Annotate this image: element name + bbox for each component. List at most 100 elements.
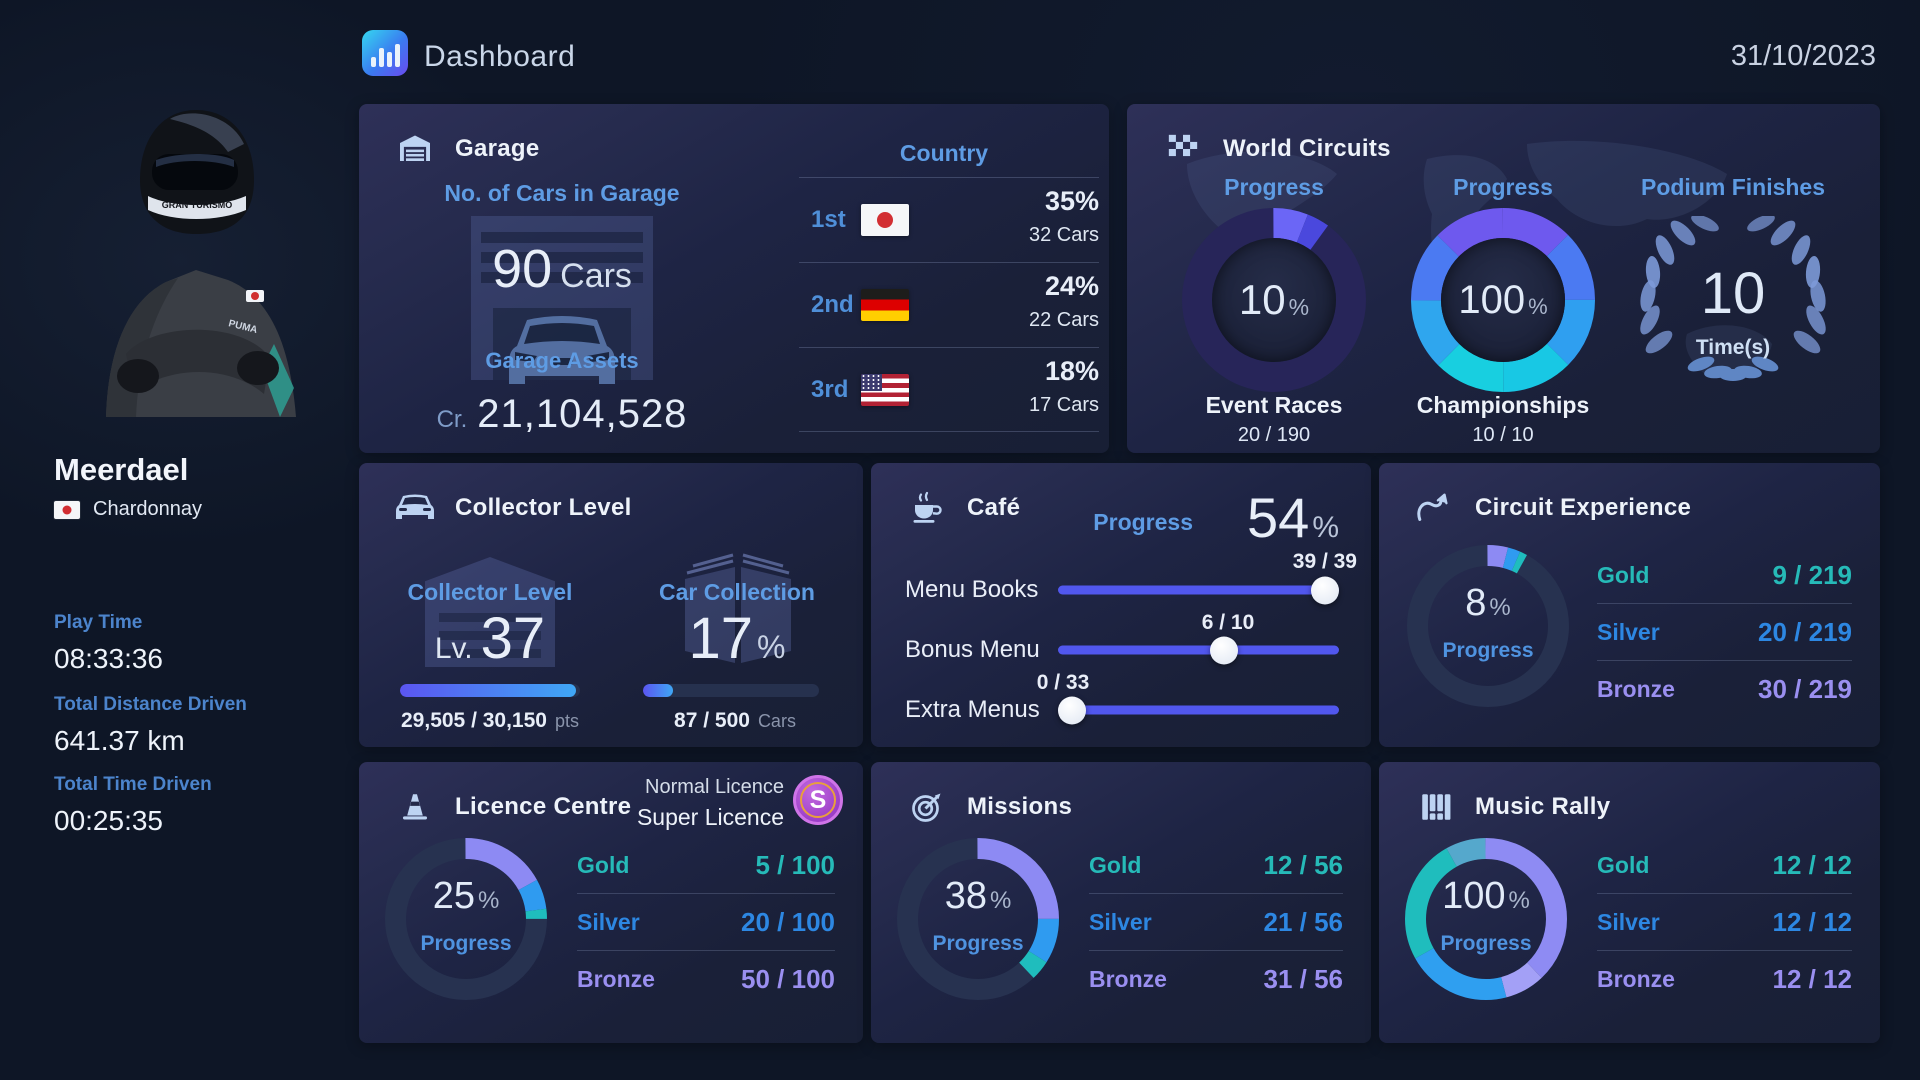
menu-books-slider[interactable] xyxy=(1058,576,1339,604)
player-avatar: GRAN TURISMO PUMA xyxy=(106,110,296,417)
player-country: Chardonnay xyxy=(54,498,202,521)
gold-row: Gold 9 / 219 xyxy=(1597,559,1852,590)
missions-progress-label: Progress xyxy=(932,932,1024,955)
credits-prefix: Cr. xyxy=(436,406,468,433)
cafe-progress-percent: 54% xyxy=(1247,486,1339,549)
event-races-percent: 10 xyxy=(1238,276,1286,323)
coffee-cup-icon xyxy=(907,488,947,528)
licence-percent: 25% xyxy=(432,875,500,917)
extra-menus-label: Extra Menus xyxy=(905,696,1040,723)
collector-level-card: Collector Level Collector Level Lv. 37 29… xyxy=(359,463,863,747)
car-collection-label: Car Collection xyxy=(659,579,815,605)
championships-progress-label: Progress xyxy=(1453,174,1553,200)
normal-licence-label: Normal Licence xyxy=(645,776,784,798)
collector-level-title: Collector Level xyxy=(455,494,632,521)
music-rally-title: Music Rally xyxy=(1475,793,1611,820)
event-races-donut-center xyxy=(1212,238,1336,362)
laurel-wreath-icon xyxy=(1640,216,1826,381)
checkered-flag-icon xyxy=(1163,129,1203,169)
licence-progress-label: Progress xyxy=(420,932,512,955)
garage-door-graphic: Garage Assets xyxy=(485,308,639,384)
current-date: 31/10/2023 xyxy=(1730,40,1876,72)
dashboard-app-icon xyxy=(362,30,408,76)
missions-donut xyxy=(897,838,1059,1005)
licence-centre-title: Licence Centre xyxy=(455,793,632,820)
silver-row: Silver 20 / 100 xyxy=(577,906,835,937)
super-licence-label: Super Licence xyxy=(636,804,784,830)
missions-card: Missions 38% Progress Gold 12 / 56 Silver… xyxy=(871,762,1371,1043)
country-row-3: 3rd 18% 17 Cars xyxy=(811,356,1099,416)
page-title: Dashboard xyxy=(424,40,576,73)
podium-finishes-count: 10 xyxy=(1700,261,1766,326)
cafe-progress-label: Progress xyxy=(1093,509,1193,535)
stat-total-distance: Total Distance Driven 641.37 km xyxy=(54,694,247,756)
championships-donut-center xyxy=(1441,238,1565,362)
missions-medal-table: Gold 12 / 56 Silver 21 / 56 Bronze 31 / 56 xyxy=(1089,837,1343,1007)
country-row-2: 2nd 24% 22 Cars xyxy=(811,271,1099,331)
garage-graphic: 90 Cars Garage Assets xyxy=(471,216,653,384)
podium-finishes-label: Podium Finishes xyxy=(1640,174,1826,200)
garage-assets-label: Garage Assets xyxy=(485,348,639,373)
menu-books-ratio: 39 / 39 xyxy=(1292,550,1357,573)
garage-card: Garage No. of Cars in Garage 90 Cars Gara… xyxy=(359,104,1109,453)
collector-house-graphic xyxy=(425,557,555,667)
bonus-menu-ratio: 6 / 10 xyxy=(1201,611,1255,634)
gold-row: Gold 12 / 12 xyxy=(1597,849,1852,880)
music-rally-donut xyxy=(1405,838,1567,1005)
circuit-experience-progress-label: Progress xyxy=(1442,639,1534,662)
menu-books-slider-knob[interactable] xyxy=(1311,576,1339,604)
garage-credits: Cr. 21,104,528 xyxy=(362,392,762,437)
collector-level-progressbar xyxy=(400,684,580,697)
car-collection-value: 17% xyxy=(688,606,786,671)
music-rally-progress-label: Progress xyxy=(1440,932,1532,955)
player-name: Meerdael xyxy=(54,452,189,487)
car-collection-progressbar xyxy=(643,684,819,697)
garage-icon xyxy=(395,129,435,169)
gold-row: Gold 5 / 100 xyxy=(577,849,835,880)
circuit-experience-title: Circuit Experience xyxy=(1475,494,1692,521)
car-collection-book-graphic xyxy=(685,553,791,663)
event-races-ratio: 20 / 190 xyxy=(1237,424,1311,446)
bonus-menu-slider[interactable] xyxy=(1058,636,1339,664)
germany-flag-icon xyxy=(861,289,909,321)
circuit-experience-donut xyxy=(1407,545,1569,712)
car-collection-count: 87 / 500 Cars xyxy=(674,709,796,732)
cars-in-garage-label: No. of Cars in Garage xyxy=(444,180,680,206)
extra-menus-slider-knob[interactable] xyxy=(1058,696,1086,724)
japan-flag-icon xyxy=(54,500,80,519)
svg-text:GRAN TURISMO: GRAN TURISMO xyxy=(162,200,233,210)
collector-level-points: 29,505 / 30,150 pts xyxy=(401,709,579,732)
silver-row: Silver 12 / 12 xyxy=(1597,906,1852,937)
silver-row: Silver 21 / 56 xyxy=(1089,906,1343,937)
circuit-experience-percent: 8% xyxy=(1465,582,1511,624)
cafe-card: Café Progress 54% 39 / 39 Menu Books 6 /… xyxy=(871,463,1371,747)
world-circuits-title: World Circuits xyxy=(1223,135,1391,162)
country-header: Country xyxy=(899,140,989,166)
car-silhouette-icon xyxy=(509,316,615,384)
collector-level-value: Lv. 37 xyxy=(434,606,546,671)
car-icon xyxy=(395,488,435,528)
country-row-1: 1st 35% 32 Cars xyxy=(811,186,1099,246)
world-circuits-card: World Circuits Progress Progress Podium … xyxy=(1127,104,1880,453)
bronze-row: Bronze 31 / 56 xyxy=(1089,963,1343,994)
bronze-row: Bronze 50 / 100 xyxy=(577,963,835,994)
stat-total-time-driven: Total Time Driven 00:25:35 xyxy=(54,774,212,836)
japan-flag-icon xyxy=(861,204,909,236)
menu-books-label: Menu Books xyxy=(905,576,1039,603)
missions-percent: 38% xyxy=(944,875,1012,917)
missions-title: Missions xyxy=(967,793,1073,820)
circuit-experience-medal-table: Gold 9 / 219 Silver 20 / 219 Bronze 30 / 21… xyxy=(1597,547,1852,717)
extra-menus-slider[interactable] xyxy=(1058,696,1339,724)
event-races-progress-label: Progress xyxy=(1224,174,1324,200)
licence-medal-table: Gold 5 / 100 Silver 20 / 100 Bronze 50 / 10… xyxy=(577,837,835,1007)
bronze-row: Bronze 30 / 219 xyxy=(1597,673,1852,704)
silver-row: Silver 20 / 219 xyxy=(1597,616,1852,647)
event-races-name: Event Races xyxy=(1205,392,1343,418)
championships-donut xyxy=(1411,208,1595,397)
music-rally-card: Music Rally 100% Progress Gold 12 / 12 Si… xyxy=(1379,762,1880,1043)
bonus-menu-slider-knob[interactable] xyxy=(1209,636,1238,664)
bonus-menu-label: Bonus Menu xyxy=(905,636,1040,663)
collector-level-label: Collector Level xyxy=(407,579,573,605)
traffic-cone-icon xyxy=(395,787,435,827)
